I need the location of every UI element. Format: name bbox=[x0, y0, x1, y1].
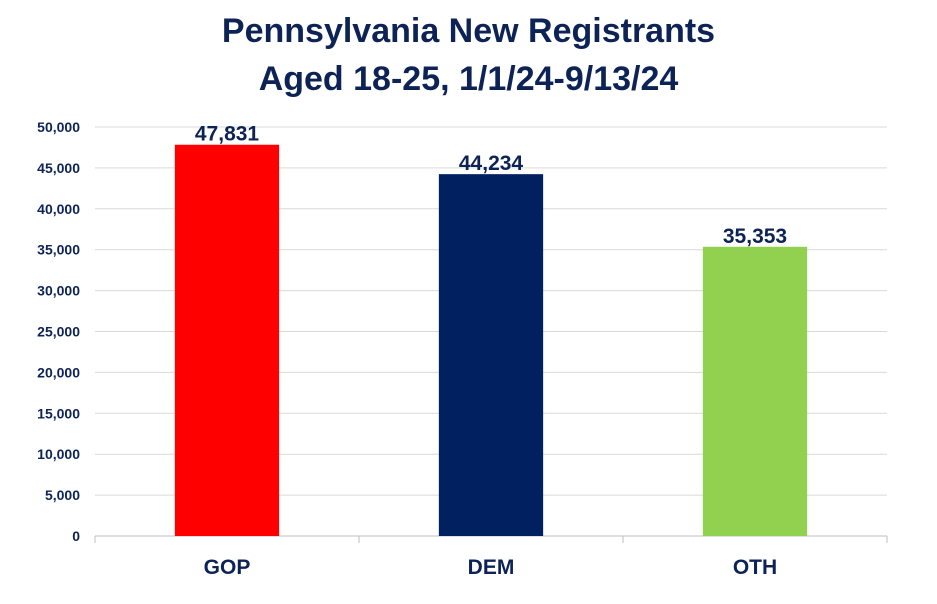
y-tick-label: 50,000 bbox=[37, 119, 80, 135]
y-tick-label: 30,000 bbox=[37, 283, 80, 299]
y-tick-label: 5,000 bbox=[45, 487, 80, 503]
y-tick-label: 20,000 bbox=[37, 364, 80, 380]
x-tick-label-gop: GOP bbox=[204, 556, 251, 579]
y-tick-label: 45,000 bbox=[37, 160, 80, 176]
data-label-gop: 47,831 bbox=[195, 123, 260, 146]
chart-title-line-1: Pennsylvania New Registrants bbox=[221, 12, 716, 50]
x-tick-label-oth: OTH bbox=[733, 556, 777, 579]
data-label-oth: 35,353 bbox=[723, 225, 787, 248]
y-tick-label: 25,000 bbox=[37, 324, 80, 340]
y-tick-label: 0 bbox=[72, 528, 80, 544]
y-tick-label: 10,000 bbox=[37, 446, 80, 462]
bar-dem bbox=[438, 174, 544, 536]
y-tick-label: 40,000 bbox=[37, 201, 80, 217]
bar-gop bbox=[174, 144, 280, 536]
data-label-dem: 44,234 bbox=[459, 152, 524, 175]
y-tick-label: 35,000 bbox=[37, 242, 80, 258]
bar-oth bbox=[702, 246, 808, 537]
chart-title-line-2: Aged 18-25, 1/1/24-9/13/24 bbox=[258, 60, 679, 98]
x-tick-label-dem: DEM bbox=[468, 556, 515, 579]
y-tick-label: 15,000 bbox=[37, 405, 80, 421]
